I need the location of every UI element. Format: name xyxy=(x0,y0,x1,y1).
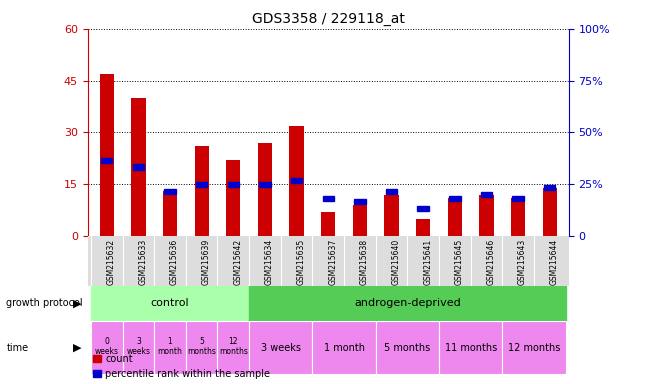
Text: 12
months: 12 months xyxy=(219,337,248,356)
Bar xyxy=(448,198,462,236)
Text: GSM215646: GSM215646 xyxy=(486,239,495,285)
Text: time: time xyxy=(6,343,29,353)
Bar xyxy=(218,321,249,374)
Text: androgen-deprived: androgen-deprived xyxy=(354,298,461,308)
Bar xyxy=(186,321,218,374)
Legend: count, percentile rank within the sample: count, percentile rank within the sample xyxy=(92,354,270,379)
Bar xyxy=(502,321,566,374)
Bar xyxy=(353,205,367,236)
Text: 11 months: 11 months xyxy=(445,343,497,353)
Bar xyxy=(249,286,566,321)
Text: 12 months: 12 months xyxy=(508,343,560,353)
Bar xyxy=(226,160,240,236)
Text: GSM215637: GSM215637 xyxy=(328,239,337,285)
Text: 3 weeks: 3 weeks xyxy=(261,343,301,353)
Text: GSM215635: GSM215635 xyxy=(296,239,306,285)
Bar xyxy=(321,212,335,236)
Bar xyxy=(416,219,430,236)
Bar xyxy=(512,195,524,201)
Bar xyxy=(313,321,376,374)
Bar xyxy=(133,164,144,170)
Text: GSM215633: GSM215633 xyxy=(138,239,148,285)
Bar xyxy=(154,321,186,374)
Text: GSM215632: GSM215632 xyxy=(107,239,116,285)
Bar xyxy=(449,195,460,201)
Bar xyxy=(322,195,334,201)
Bar xyxy=(384,195,398,236)
Bar xyxy=(194,146,209,236)
Bar xyxy=(354,199,365,204)
Bar xyxy=(163,191,177,236)
Bar xyxy=(249,321,313,374)
Bar xyxy=(164,189,176,194)
Bar xyxy=(123,321,154,374)
Text: GSM215641: GSM215641 xyxy=(423,239,432,285)
Text: 5 months: 5 months xyxy=(384,343,430,353)
Bar xyxy=(91,286,249,321)
Bar xyxy=(131,98,146,236)
Text: GSM215639: GSM215639 xyxy=(202,239,211,285)
Text: GSM215643: GSM215643 xyxy=(518,239,527,285)
Bar xyxy=(258,143,272,236)
Text: GSM215642: GSM215642 xyxy=(233,239,242,285)
Text: GSM215644: GSM215644 xyxy=(550,239,559,285)
Text: growth protocol: growth protocol xyxy=(6,298,83,308)
Bar xyxy=(417,206,429,211)
Text: GSM215638: GSM215638 xyxy=(360,239,369,285)
Text: control: control xyxy=(151,298,189,308)
Bar xyxy=(439,321,502,374)
Text: 0
weeks: 0 weeks xyxy=(95,337,119,356)
Text: GSM215636: GSM215636 xyxy=(170,239,179,285)
Text: GSM215640: GSM215640 xyxy=(391,239,400,285)
Bar xyxy=(196,182,207,187)
Bar xyxy=(99,74,114,236)
Bar xyxy=(543,188,557,236)
Title: GDS3358 / 229118_at: GDS3358 / 229118_at xyxy=(252,12,405,26)
Bar xyxy=(481,192,492,197)
Text: 5
months: 5 months xyxy=(187,337,216,356)
Bar xyxy=(376,321,439,374)
Bar xyxy=(479,195,493,236)
Text: 1
month: 1 month xyxy=(157,337,183,356)
Bar xyxy=(386,189,397,194)
Text: GSM215645: GSM215645 xyxy=(455,239,464,285)
Bar xyxy=(291,178,302,184)
Text: 3
weeks: 3 weeks xyxy=(126,337,150,356)
Bar xyxy=(289,126,304,236)
Text: ▶: ▶ xyxy=(73,298,81,308)
Bar xyxy=(259,182,270,187)
Bar xyxy=(544,185,556,190)
Bar xyxy=(101,157,112,163)
Bar xyxy=(91,321,123,374)
Text: ▶: ▶ xyxy=(73,343,81,353)
Text: 1 month: 1 month xyxy=(324,343,365,353)
Bar xyxy=(511,198,525,236)
Bar xyxy=(227,182,239,187)
Text: GSM215634: GSM215634 xyxy=(265,239,274,285)
